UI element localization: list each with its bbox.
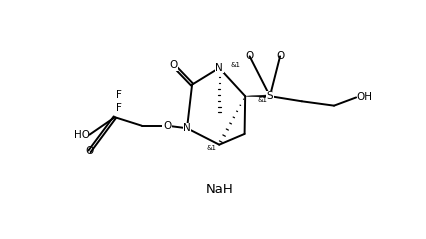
Polygon shape [245,95,270,98]
Text: O: O [276,51,284,61]
Text: F: F [116,90,122,100]
Text: O: O [85,146,94,156]
Text: HO: HO [74,130,89,140]
Text: O: O [163,121,171,131]
Text: N: N [183,123,191,133]
Text: O: O [170,60,178,70]
Text: OH: OH [356,92,372,103]
Text: O: O [245,51,254,61]
Text: S: S [267,91,273,101]
Text: &1: &1 [258,97,268,103]
Text: N: N [216,63,223,73]
Text: NaH: NaH [205,183,233,196]
Text: &1: &1 [231,62,241,68]
Text: F: F [116,103,122,113]
Text: &1: &1 [207,145,216,151]
